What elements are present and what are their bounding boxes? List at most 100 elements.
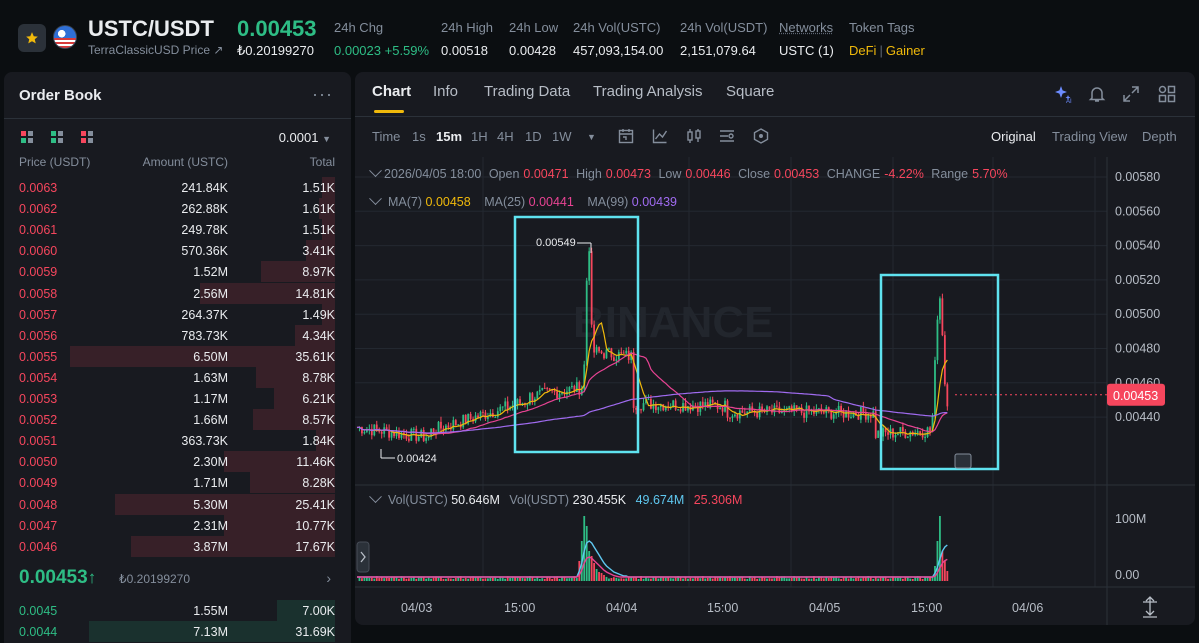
ask-row[interactable]: 0.0049 1.71M 8.28K bbox=[4, 472, 351, 494]
volume-bar bbox=[642, 578, 645, 581]
tf-15m[interactable]: 15m bbox=[436, 129, 463, 144]
tab-chart[interactable]: Chart bbox=[372, 83, 412, 100]
ask-row[interactable]: 0.0054 1.63M 8.78K bbox=[4, 366, 351, 388]
stat-networks[interactable]: Networks USTC (1) bbox=[779, 20, 834, 58]
tab-info[interactable]: Info bbox=[433, 83, 459, 100]
ask-row[interactable]: 0.0061 249.78K 1.51K bbox=[4, 219, 351, 241]
candle-body bbox=[445, 425, 447, 431]
ask-row[interactable]: 0.0048 5.30M 25.41K bbox=[4, 493, 351, 515]
candle-body bbox=[598, 347, 600, 352]
bid-row[interactable]: 0.0045 1.55M 7.00K bbox=[4, 600, 351, 621]
candle-body bbox=[926, 427, 929, 437]
ask-row[interactable]: 0.0047 2.31M 10.77K bbox=[4, 514, 351, 536]
precision-select[interactable]: 0.0001 ▼ bbox=[279, 130, 331, 145]
event-marker-icon[interactable] bbox=[954, 453, 972, 469]
ask-row[interactable]: 0.0055 6.50M 35.61K bbox=[4, 345, 351, 367]
ask-row[interactable]: 0.0053 1.17M 6.21K bbox=[4, 388, 351, 409]
candle-body bbox=[405, 434, 408, 439]
tf-1w[interactable]: 1W bbox=[552, 129, 572, 144]
up-arrow-icon: ↑ bbox=[87, 568, 97, 587]
candle-body bbox=[417, 436, 420, 441]
candle-body bbox=[380, 431, 383, 434]
layout-grid-icon[interactable] bbox=[1157, 84, 1177, 104]
volume-bar bbox=[575, 578, 578, 581]
tf-1d[interactable]: 1D bbox=[525, 129, 542, 144]
volume-bar bbox=[645, 577, 647, 581]
chevron-right-icon[interactable]: › bbox=[326, 570, 331, 586]
vol-label-1: Vol(USTC) bbox=[388, 493, 448, 507]
candle-body bbox=[541, 387, 544, 390]
volume-bar bbox=[529, 576, 531, 581]
volume-bar bbox=[516, 577, 519, 581]
tab-trading-analysis[interactable]: Trading Analysis bbox=[593, 83, 703, 100]
candle-body bbox=[400, 432, 403, 438]
ask-price: 0.0063 bbox=[19, 181, 58, 195]
more-options-icon[interactable]: ··· bbox=[312, 84, 333, 104]
ai-sparkle-icon[interactable]: AI bbox=[1053, 84, 1073, 104]
ask-row[interactable]: 0.0046 3.87M 17.67K bbox=[4, 535, 351, 557]
mid-price[interactable]: 0.00453↑ bbox=[19, 567, 96, 589]
favorite-button[interactable] bbox=[18, 24, 46, 52]
ask-depth-bar bbox=[255, 366, 335, 388]
ma7-label: MA(7) bbox=[388, 195, 423, 209]
volume-bar bbox=[830, 576, 833, 581]
settings-list-icon[interactable] bbox=[718, 127, 736, 145]
candle-body bbox=[852, 412, 855, 418]
expand-icon[interactable] bbox=[1121, 84, 1141, 104]
pair-title[interactable]: USTC/USDT bbox=[88, 16, 214, 41]
collapse-handle-icon[interactable] bbox=[356, 541, 370, 573]
tag-defi[interactable]: DeFi bbox=[849, 43, 877, 58]
view-both-icon[interactable] bbox=[21, 131, 33, 143]
chevron-down-icon[interactable] bbox=[369, 490, 382, 504]
candle-body bbox=[375, 424, 378, 429]
chevron-down-icon[interactable] bbox=[369, 164, 382, 178]
caret-down-icon[interactable]: ▼ bbox=[587, 132, 596, 142]
template-icon[interactable] bbox=[752, 127, 770, 145]
candle-body bbox=[645, 399, 647, 404]
ask-row[interactable]: 0.0058 2.56M 14.81K bbox=[4, 282, 351, 304]
candle-body bbox=[657, 407, 660, 411]
ask-total: 3.41K bbox=[302, 244, 335, 259]
volume-bar bbox=[780, 576, 783, 581]
scale-reset-icon[interactable] bbox=[1143, 596, 1157, 618]
ask-total: 1.84K bbox=[302, 434, 335, 449]
view-trading-view[interactable]: Trading View bbox=[1052, 129, 1128, 144]
ask-row[interactable]: 0.0050 2.30M 11.46K bbox=[4, 451, 351, 473]
ask-row[interactable]: 0.0056 783.73K 4.34K bbox=[4, 324, 351, 346]
token-price-link[interactable]: TerraClassicUSD Price ↗ bbox=[88, 43, 223, 57]
ask-row[interactable]: 0.0057 264.37K 1.49K bbox=[4, 303, 351, 325]
tab-trading-data[interactable]: Trading Data bbox=[484, 83, 571, 100]
tf-4h[interactable]: 4H bbox=[497, 129, 514, 144]
ask-row[interactable]: 0.0063 241.84K 1.51K bbox=[4, 177, 351, 198]
tag-gainer[interactable]: Gainer bbox=[885, 43, 925, 58]
ask-row[interactable]: 0.0059 1.52M 8.97K bbox=[4, 261, 351, 283]
view-original[interactable]: Original bbox=[991, 129, 1036, 144]
ask-price: 0.0057 bbox=[19, 307, 58, 322]
chevron-down-icon[interactable] bbox=[369, 192, 382, 206]
kline-chart[interactable]: BINANCE0.005800.005600.005400.005200.005… bbox=[355, 157, 1195, 625]
volume-bar bbox=[546, 577, 549, 581]
ask-row[interactable]: 0.0062 262.88K 1.61K bbox=[4, 198, 351, 220]
candle-body bbox=[578, 382, 581, 395]
tf-1s[interactable]: 1s bbox=[412, 129, 426, 144]
candlestick-icon[interactable] bbox=[685, 127, 703, 145]
view-depth[interactable]: Depth bbox=[1142, 129, 1177, 144]
candle-body bbox=[454, 420, 457, 426]
ask-row[interactable]: 0.0060 570.36K 3.41K bbox=[4, 240, 351, 262]
candle-body bbox=[899, 427, 902, 434]
bell-icon[interactable] bbox=[1087, 84, 1107, 104]
volume-bar bbox=[543, 578, 546, 581]
ask-price: 0.0051 bbox=[19, 434, 58, 449]
candle-body bbox=[496, 411, 499, 417]
bid-row[interactable]: 0.0044 7.13M 31.69K bbox=[4, 621, 351, 643]
indicator-icon[interactable] bbox=[651, 127, 669, 145]
view-asks-icon[interactable] bbox=[81, 131, 93, 143]
ask-row[interactable]: 0.0052 1.66M 8.57K bbox=[4, 409, 351, 431]
volume-bar bbox=[941, 551, 944, 581]
view-bids-icon[interactable] bbox=[51, 131, 63, 143]
calendar-icon[interactable] bbox=[617, 127, 635, 145]
tf-1h[interactable]: 1H bbox=[471, 129, 488, 144]
ask-amount: 262.88K bbox=[181, 202, 228, 217]
ask-row[interactable]: 0.0051 363.73K 1.84K bbox=[4, 430, 351, 452]
tab-square[interactable]: Square bbox=[726, 83, 775, 100]
